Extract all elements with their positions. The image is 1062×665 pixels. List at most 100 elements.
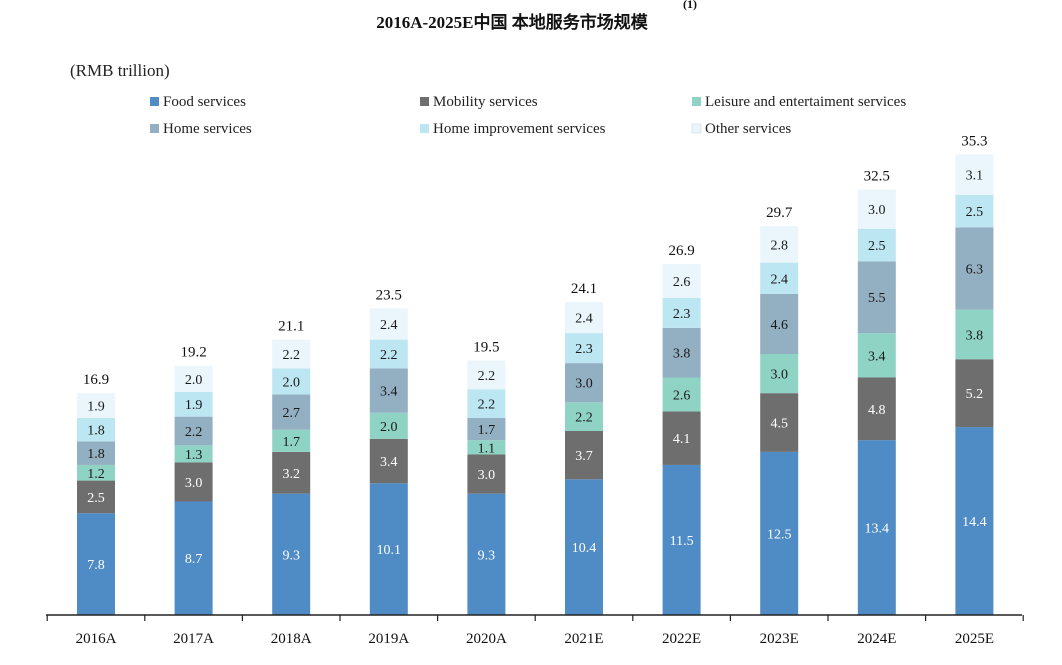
data-label: 4.6 (770, 318, 788, 333)
bar-segment-food-services (174, 501, 213, 615)
data-label: 14.4 (962, 515, 987, 530)
bar-segment-home-services (662, 327, 701, 378)
total-label: 23.5 (376, 287, 402, 303)
data-label: 2.7 (282, 406, 300, 421)
x-tick-label: 2017A (173, 631, 214, 647)
data-label: 2.6 (673, 388, 691, 403)
bar-segment-leisure-and-entertaiment-services (272, 429, 311, 452)
bar-segment-mobility-services (955, 359, 994, 428)
data-label: 3.4 (380, 455, 398, 470)
legend-swatch (692, 97, 701, 106)
bar-segment-food-services (760, 451, 799, 615)
bar-segment-other-services (955, 154, 994, 195)
total-label: 32.5 (864, 169, 890, 185)
bar-segment-other-services (565, 301, 603, 334)
x-tick-label: 2019A (368, 631, 409, 647)
legend-item-food-services: Food services (150, 94, 246, 110)
data-label: 2.4 (575, 311, 593, 326)
bar-segment-home-improvement-services (662, 297, 701, 328)
bar-segment-leisure-and-entertaiment-services (174, 445, 213, 463)
chart-title: 2016A-2025E中国 本地服务市场规模 (376, 12, 649, 32)
total-label: 29.7 (766, 205, 793, 221)
bar-group-2025e: 14.4 5.2 3.8 6.3 2.5 3.1 35.3 (955, 133, 994, 615)
data-label: 2.2 (380, 348, 398, 363)
legend-swatch (150, 97, 159, 106)
data-label: 13.4 (865, 522, 890, 537)
data-label: 2.3 (575, 342, 593, 357)
bar-segment-mobility-services (369, 438, 408, 484)
data-label: 3.0 (185, 476, 203, 491)
data-label: 3.0 (770, 368, 788, 383)
bar-segment-home-services (760, 293, 799, 354)
bar-segment-mobility-services (662, 411, 701, 465)
x-tick-label: 2018A (271, 631, 312, 647)
data-label: 10.4 (572, 541, 597, 556)
x-tick-label: 2024E (857, 631, 896, 647)
data-label: 2.8 (770, 238, 788, 253)
data-label: 3.0 (575, 377, 593, 392)
data-label: 4.8 (868, 403, 886, 418)
legend-label: Home improvement services (433, 121, 606, 137)
bar-segment-other-services (662, 263, 701, 298)
bar-segment-mobility-services (272, 451, 311, 494)
data-label: 2.4 (770, 272, 788, 287)
data-label: 2.2 (478, 369, 496, 384)
bar-segment-home-services (272, 394, 311, 430)
data-label: 9.3 (478, 548, 496, 563)
bar-segment-food-services (467, 493, 506, 615)
bar-segment-other-services (174, 365, 213, 392)
bar-segment-home-improvement-services (272, 368, 311, 395)
bar-segment-food-services (662, 464, 701, 615)
data-label: 2.2 (575, 411, 593, 426)
x-tick-label: 2022E (662, 631, 701, 647)
bar-segment-food-services (955, 427, 994, 615)
data-label: 1.8 (87, 447, 105, 462)
bar-segment-home-services (955, 227, 994, 310)
total-label: 19.2 (180, 345, 206, 361)
bar-segment-other-services (467, 360, 506, 390)
total-label: 35.3 (961, 133, 987, 149)
data-label: 1.9 (87, 400, 105, 415)
bar-segment-home-services (77, 441, 115, 465)
data-label: 2.2 (282, 348, 300, 363)
bar-segment-food-services (272, 493, 311, 615)
legend-swatch (691, 123, 702, 134)
data-label: 4.1 (673, 432, 691, 447)
x-tick-label: 2020A (466, 631, 507, 647)
data-label: 3.0 (478, 468, 496, 483)
data-label: 3.4 (868, 349, 886, 364)
bars-group: 7.8 2.5 1.2 1.8 1.8 1.9 16.9 8.7 3.0 1.3 2.2 1.9 2.0… (77, 133, 994, 615)
data-label: 11.5 (670, 534, 694, 549)
data-label: 5.5 (868, 291, 886, 306)
x-tick-label: 2025E (955, 631, 994, 647)
data-label: 1.2 (87, 467, 105, 482)
bar-segment-leisure-and-entertaiment-services (662, 377, 701, 412)
data-label: 1.7 (282, 435, 300, 450)
data-label: 1.1 (478, 441, 496, 456)
data-label: 10.1 (377, 543, 402, 558)
bar-segment-home-improvement-services (857, 228, 896, 262)
total-label: 16.9 (83, 372, 109, 388)
data-label: 3.2 (282, 467, 300, 482)
data-label: 5.2 (966, 387, 984, 402)
bar-segment-mobility-services (760, 393, 799, 452)
data-label: 1.3 (185, 448, 203, 463)
bar-segment-other-services (77, 393, 115, 418)
bar-segment-home-services (174, 416, 213, 446)
legend-item-home-services: Home services (150, 121, 252, 137)
x-tick-label: 2016A (76, 631, 117, 647)
bar-segment-leisure-and-entertaiment-services (955, 309, 994, 360)
bar-segment-leisure-and-entertaiment-services (760, 354, 799, 394)
data-label: 2.2 (185, 425, 203, 440)
data-label: 1.9 (185, 398, 203, 413)
bar-segment-mobility-services (77, 480, 115, 514)
data-label: 9.3 (282, 548, 300, 563)
bar-segment-leisure-and-entertaiment-services (857, 333, 896, 378)
data-label: 2.2 (478, 398, 496, 413)
bar-segment-leisure-and-entertaiment-services (77, 464, 115, 481)
data-label: 8.7 (185, 552, 203, 567)
data-label: 2.5 (87, 491, 105, 506)
bar-segment-food-services (857, 440, 896, 615)
x-axis: 2016A 2017A 2018A 2019A 2020A 2021E 2022E 2023E… (46, 614, 1024, 647)
